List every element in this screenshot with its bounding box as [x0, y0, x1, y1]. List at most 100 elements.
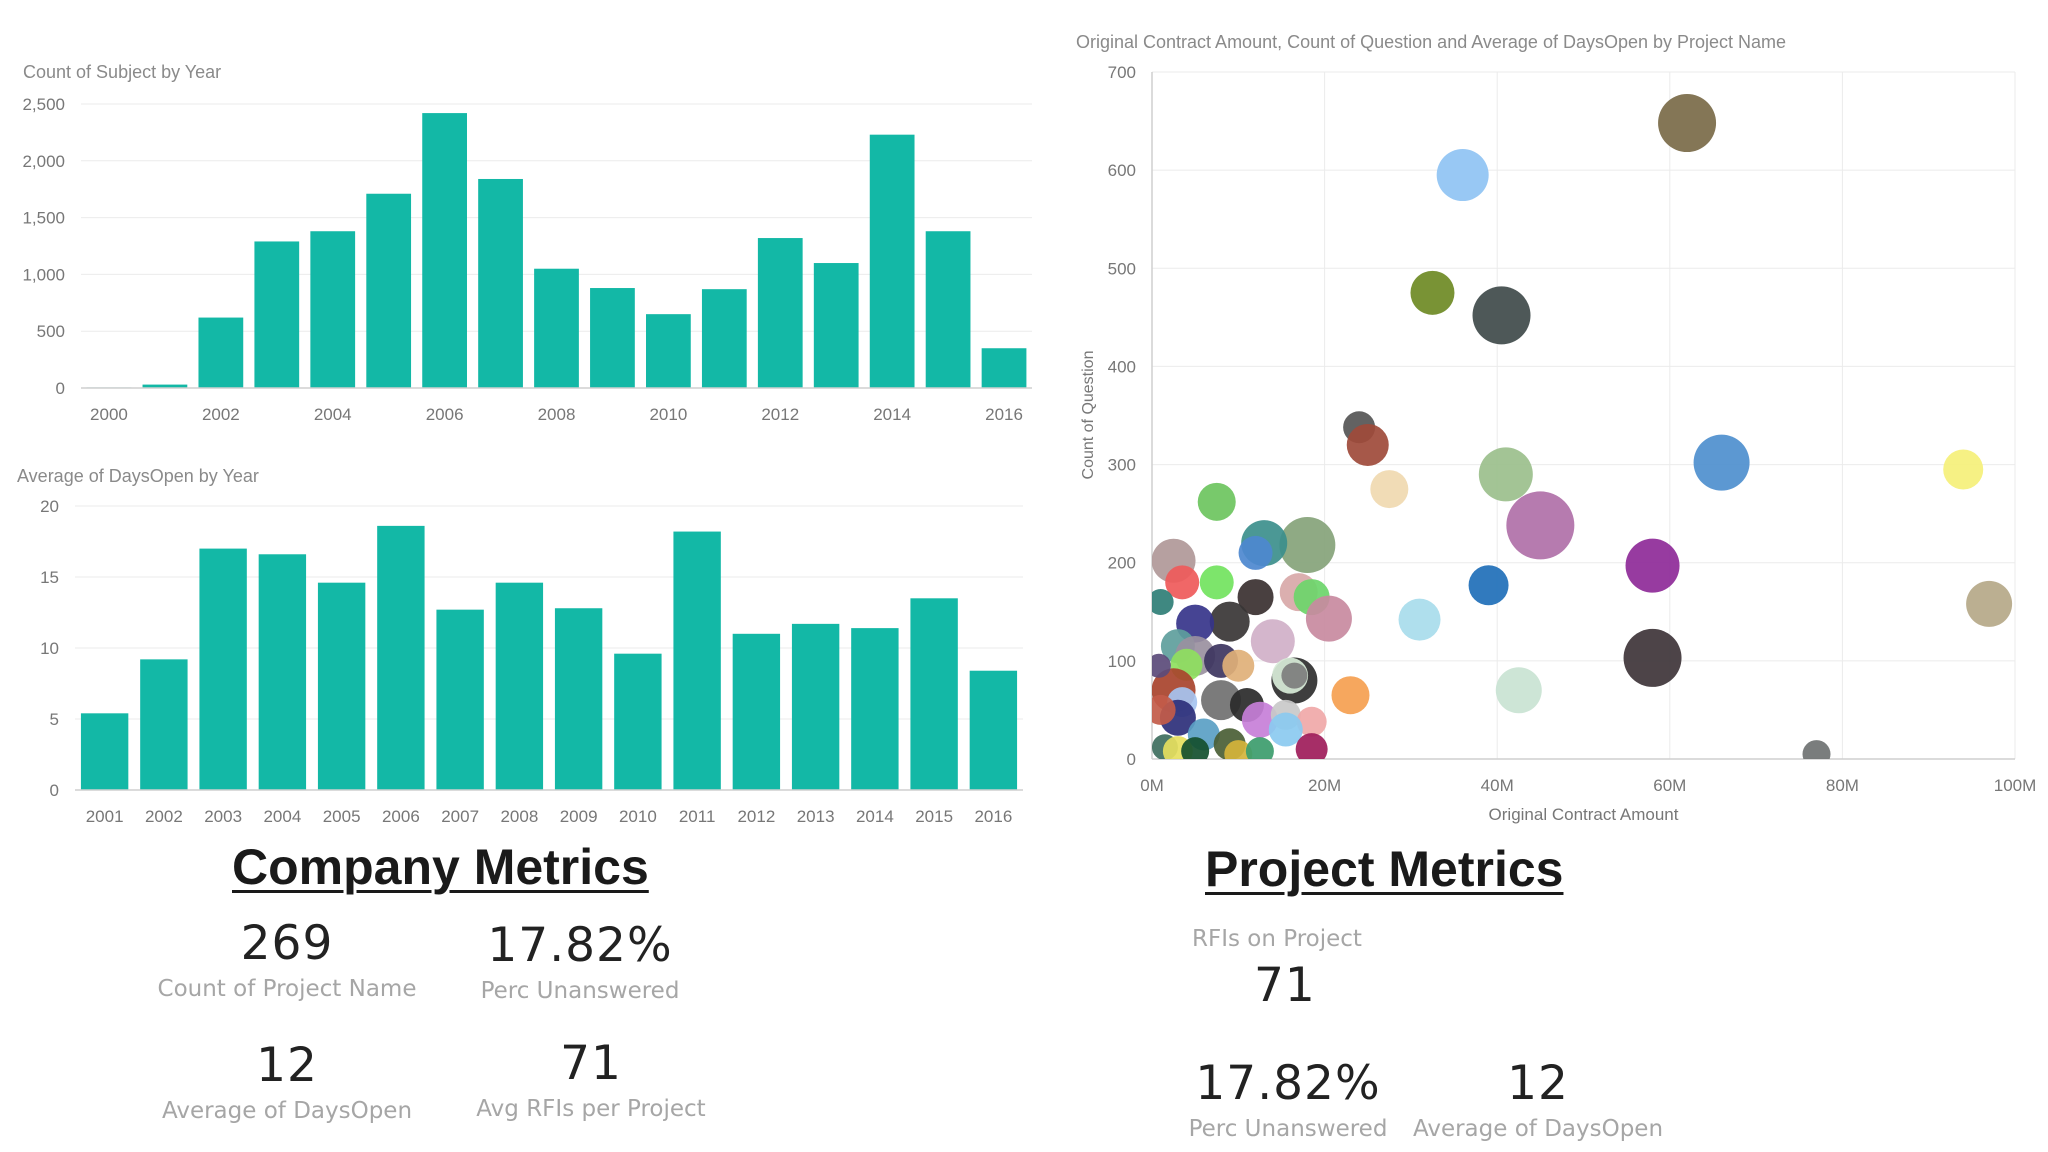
metric-card-avg-rfis-per-project: 71 Avg RFIs per Project — [446, 1040, 736, 1122]
bar-2008 — [534, 268, 579, 388]
x-tick-label: 2003 — [204, 807, 242, 826]
bar-2016 — [969, 670, 1018, 790]
bar-2011 — [673, 531, 721, 790]
x-tick-label: 2002 — [145, 807, 183, 826]
scatter-point — [1268, 712, 1303, 747]
x-tick-label: 80M — [1826, 776, 1859, 795]
metric-card-perc-unanswered: 17.82% Perc Unanswered — [435, 922, 725, 1004]
y-tick-label: 5 — [50, 710, 59, 729]
metric-value: 17.82% — [487, 918, 673, 973]
scatter-point — [1250, 619, 1295, 664]
metric-label: Avg RFIs per Project — [476, 1096, 706, 1122]
bar-2001 — [142, 384, 188, 388]
x-tick-label: 2002 — [202, 405, 240, 424]
x-tick-label: 2001 — [86, 807, 124, 826]
x-tick-label: 2014 — [873, 405, 911, 424]
bar-2001 — [80, 713, 129, 790]
scatter-point — [1281, 662, 1308, 689]
bar-2013 — [813, 263, 859, 388]
y-tick-label: 2,500 — [22, 95, 65, 114]
scatter-point — [1331, 676, 1370, 715]
metric-label: Perc Unanswered — [1188, 1116, 1388, 1142]
x-tick-label: 40M — [1481, 776, 1514, 795]
x-tick-label: 2016 — [985, 405, 1023, 424]
y-tick-label: 500 — [37, 322, 65, 341]
metric-value: 12 — [256, 1038, 318, 1093]
x-tick-label: 2012 — [761, 405, 799, 424]
bar-2009 — [554, 608, 603, 790]
chart-project-scatter: Original Contract Amount, Count of Quest… — [1076, 32, 2036, 824]
bar-2002 — [140, 659, 188, 790]
bar-2007 — [436, 609, 484, 790]
scatter-point — [1370, 470, 1409, 509]
y-tick-label: 700 — [1108, 63, 1136, 82]
x-tick-label: 2006 — [426, 405, 464, 424]
scatter-point — [1222, 649, 1255, 682]
y-tick-label: 400 — [1108, 357, 1136, 376]
x-tick-label: 2007 — [441, 807, 479, 826]
bar-2014 — [851, 628, 899, 790]
scatter-point — [1197, 482, 1236, 521]
bar-2010 — [614, 653, 662, 790]
bar-2005 — [317, 582, 366, 790]
bar-2013 — [791, 623, 840, 790]
x-tick-label: 2011 — [679, 807, 716, 826]
bar-2004 — [310, 231, 356, 388]
scatter-point — [1966, 580, 2013, 627]
scatter-point — [1346, 423, 1389, 466]
scatter-point — [1625, 538, 1680, 593]
scatter-point — [1296, 706, 1327, 737]
x-tick-label: 2006 — [382, 807, 420, 826]
bar-2011 — [701, 289, 747, 388]
bar-2016 — [981, 348, 1027, 388]
metric-label: Perc Unanswered — [480, 978, 680, 1004]
x-tick-label: 2015 — [915, 807, 953, 826]
y-tick-label: 500 — [1108, 259, 1136, 278]
scatter-point — [1495, 667, 1542, 714]
chart-average-of-daysopen-by-year: Average of DaysOpen by Year 0 5 10 15 20 2001 2… — [17, 466, 1023, 826]
x-tick-label: 2004 — [263, 807, 301, 826]
chart-title: Count of Subject by Year — [23, 62, 221, 82]
x-tick-label: 2005 — [323, 807, 361, 826]
bar-2010 — [646, 314, 691, 388]
scatter-point — [1398, 598, 1441, 641]
y-tick-label: 20 — [40, 497, 59, 516]
y-tick-label: 100 — [1108, 652, 1136, 671]
metric-label: Average of DaysOpen — [1412, 1116, 1664, 1142]
scatter-point — [1468, 565, 1509, 606]
bar-2007 — [478, 178, 523, 388]
bar-2008 — [495, 582, 544, 790]
metric-card-project-perc-unanswered: 17.82% Perc Unanswered — [1143, 1060, 1433, 1142]
bar-2012 — [757, 238, 803, 388]
y-tick-label: 2,000 — [22, 152, 65, 171]
scatter-points — [1152, 94, 2013, 759]
y-tick-label: 300 — [1108, 456, 1136, 475]
x-tick-label: 2010 — [649, 405, 687, 424]
y-tick-label: 1,000 — [22, 265, 65, 284]
scatter-point — [1279, 517, 1336, 574]
x-tick-label: 2013 — [797, 807, 835, 826]
scatter-point — [1478, 447, 1533, 502]
metric-value: 71 — [1254, 958, 1316, 1013]
scatter-point — [1943, 449, 1984, 490]
x-tick-label: 2000 — [90, 405, 128, 424]
bar-2012 — [732, 633, 781, 790]
metric-label: RFIs on Project — [1192, 926, 1362, 952]
metric-value: 269 — [240, 916, 334, 971]
x-axis-title: Original Contract Amount — [1489, 805, 1679, 824]
bar-2002 — [198, 317, 244, 388]
bar-2006 — [422, 113, 467, 388]
scatter-point — [1693, 434, 1750, 491]
scatter-point — [1305, 595, 1352, 642]
x-tick-label: 2010 — [619, 807, 657, 826]
scatter-point — [1472, 286, 1531, 345]
scatter-point — [1237, 579, 1274, 616]
scatter-point — [1238, 535, 1273, 570]
metric-value: 71 — [560, 1036, 622, 1091]
scatter-point — [1165, 565, 1200, 600]
x-tick-label: 20M — [1308, 776, 1341, 795]
y-tick-label: 0 — [1127, 750, 1136, 769]
metric-value: 12 — [1507, 1056, 1569, 1111]
y-tick-label: 200 — [1108, 554, 1136, 573]
